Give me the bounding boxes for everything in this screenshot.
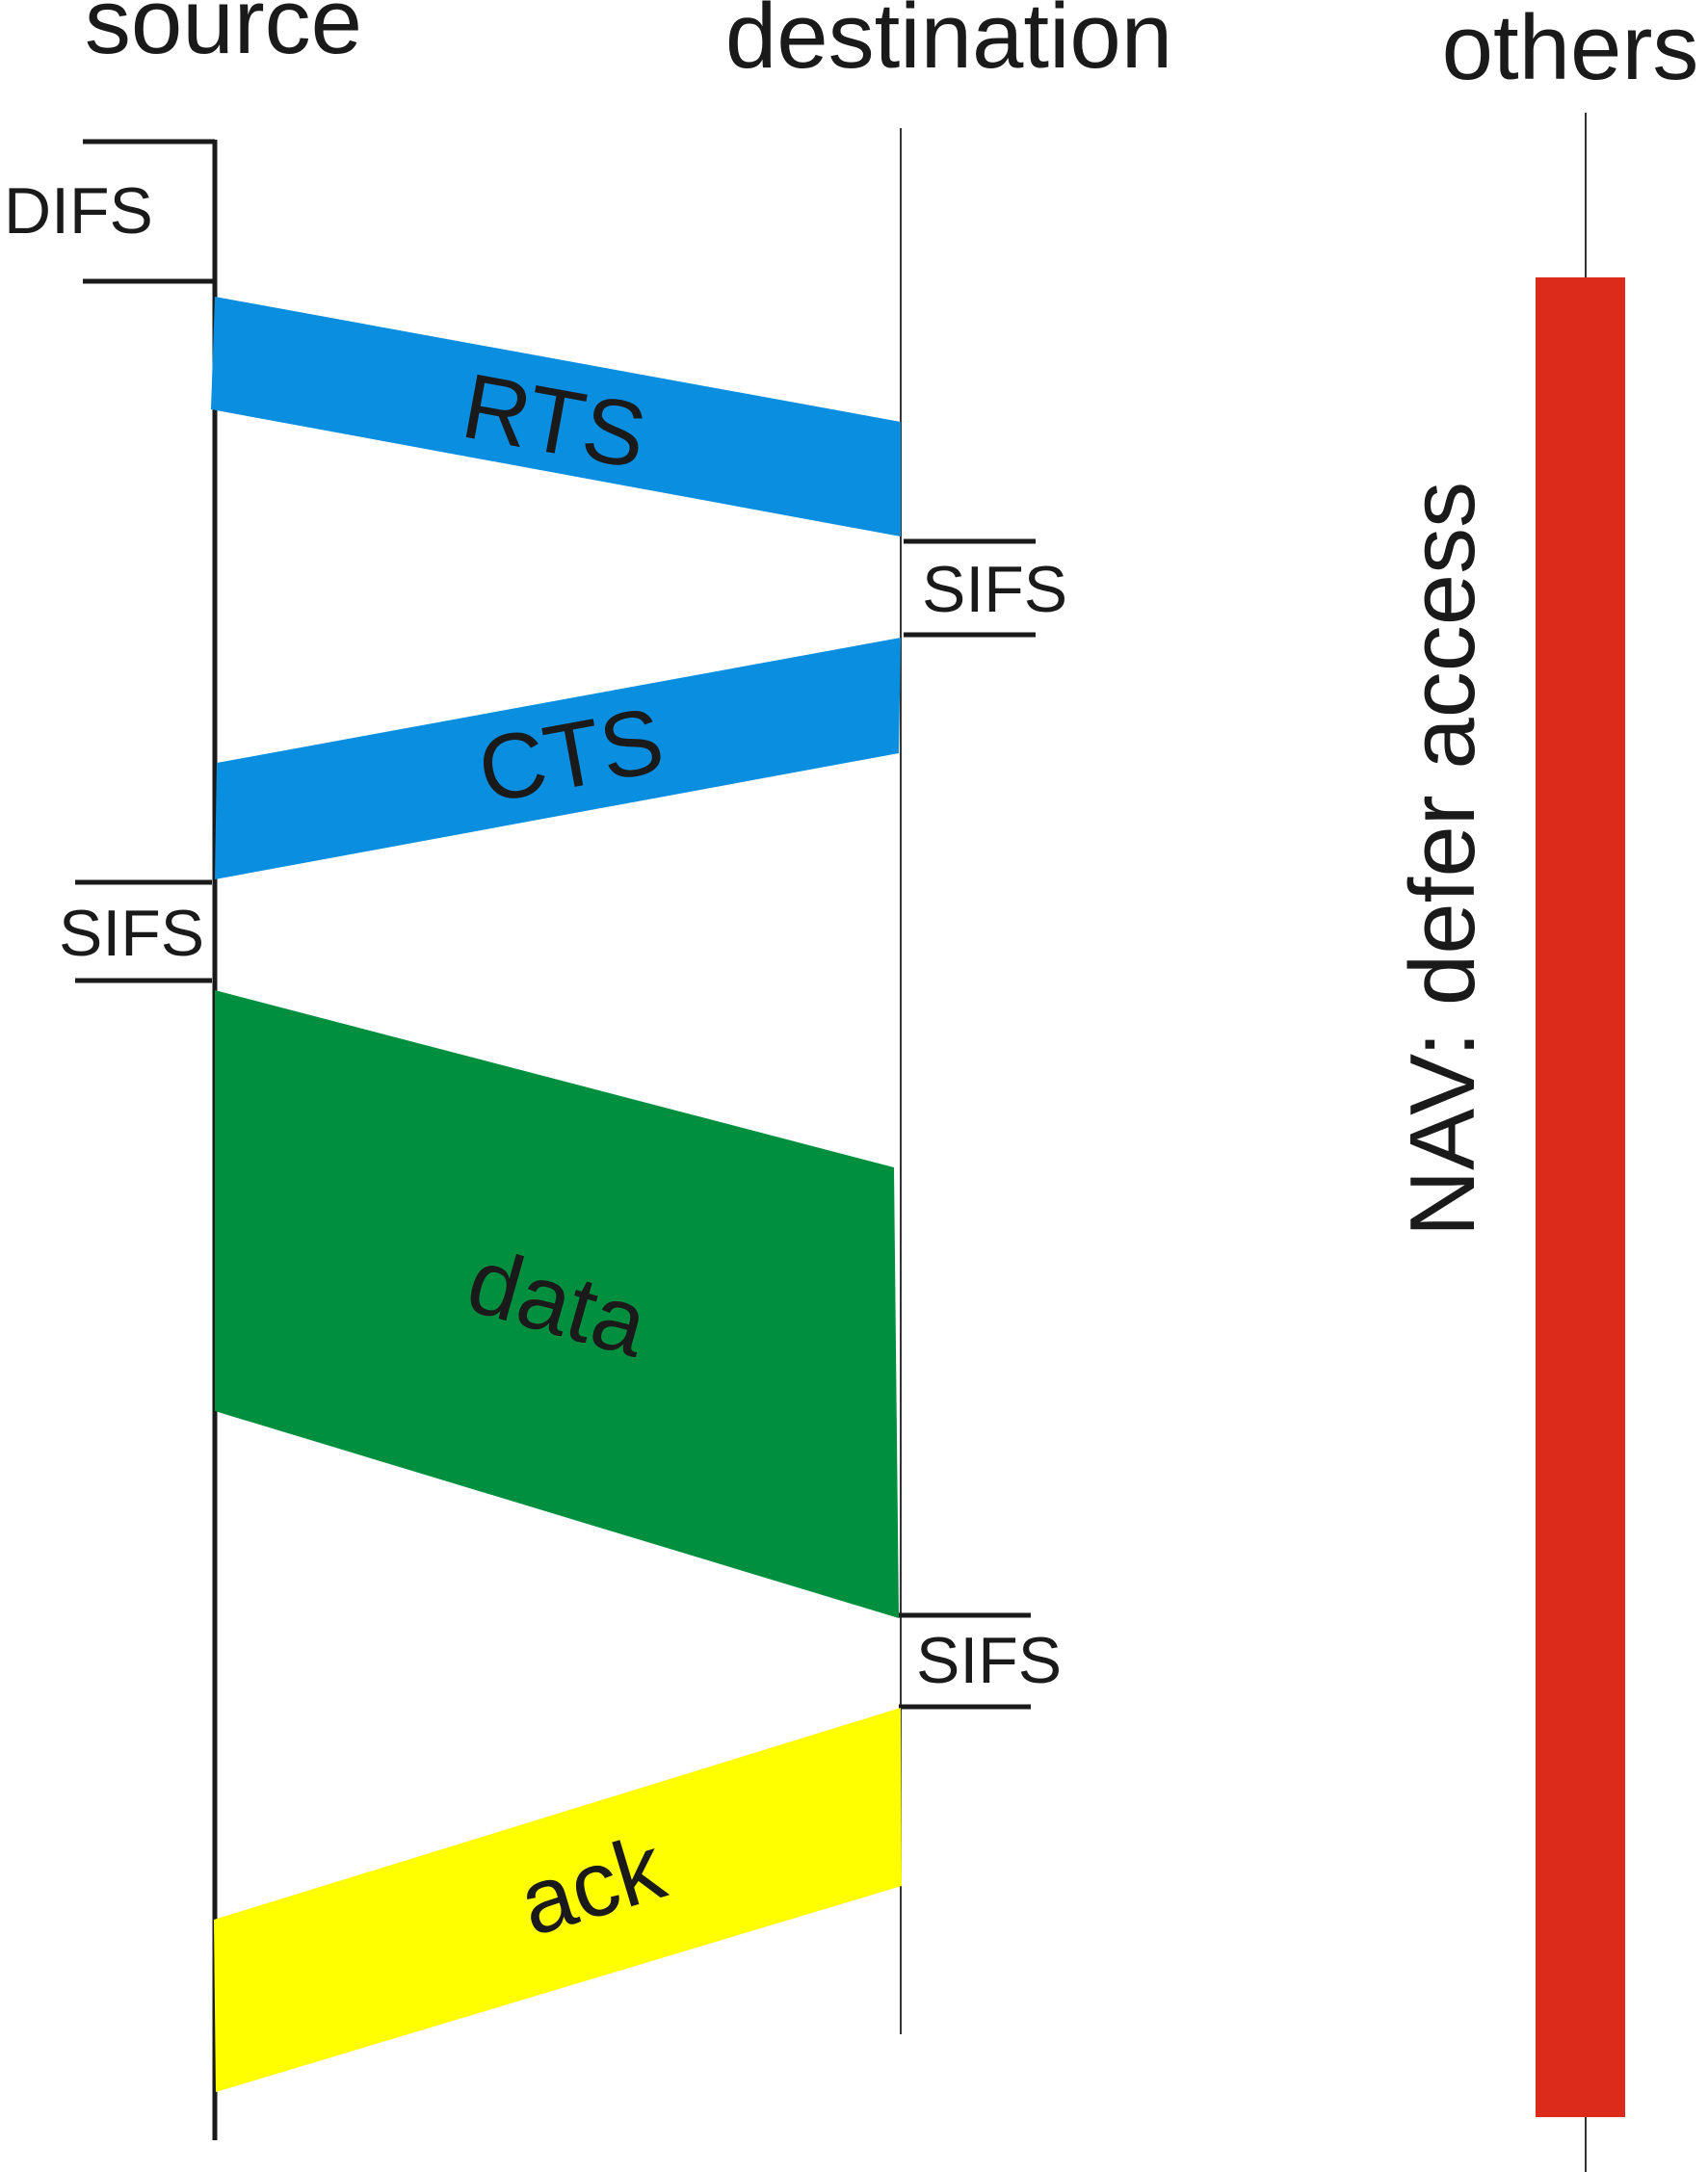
sifs-label-after-cts: SIFS xyxy=(59,897,204,970)
sifs-bracket-destination-2: SIFS xyxy=(899,1612,1062,1710)
data-frame xyxy=(215,990,899,1618)
difs-bracket: DIFS xyxy=(4,139,215,284)
sifs-bracket-source: SIFS xyxy=(59,879,212,983)
destination-column-title: destination xyxy=(725,0,1172,88)
source-column-title: source xyxy=(85,0,362,73)
sifs-label-after-rts: SIFS xyxy=(922,553,1067,626)
sifs-bracket-destination-1: SIFS xyxy=(904,538,1067,638)
ack-frame xyxy=(214,1708,902,2092)
nav-bar xyxy=(1536,277,1625,2117)
nav-label: NAV: defer access xyxy=(1391,482,1494,1237)
rts-frame xyxy=(211,297,901,536)
others-column-title: others xyxy=(1442,0,1699,99)
cts-frame xyxy=(215,638,901,879)
sifs-label-after-data: SIFS xyxy=(916,1624,1062,1697)
difs-label: DIFS xyxy=(4,174,153,248)
cts-label: CTS xyxy=(470,689,670,824)
